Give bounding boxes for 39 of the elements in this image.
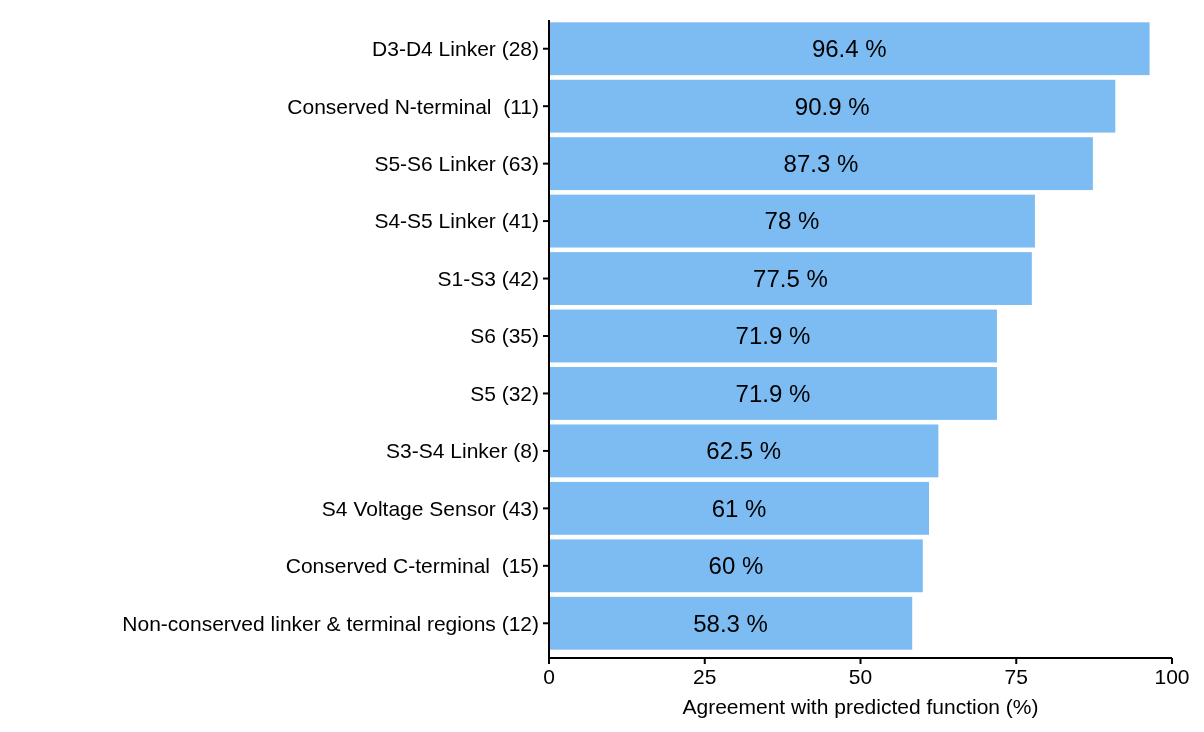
x-tick-label: 25 xyxy=(693,665,717,688)
x-tick-label: 0 xyxy=(543,665,555,688)
data-label: 71.9 % xyxy=(735,322,811,350)
y-tick-label: S5 (32) xyxy=(470,381,539,405)
x-tick-label: 100 xyxy=(1154,665,1190,688)
data-label: 90.9 % xyxy=(794,92,870,120)
y-tick-label: Non-conserved linker & terminal regions (12) xyxy=(122,611,539,635)
bar xyxy=(549,194,1035,248)
data-label: 87.3 % xyxy=(783,150,859,178)
y-tick-label: S5-S6 Linker (63) xyxy=(374,151,539,175)
bar xyxy=(549,309,997,363)
bar xyxy=(549,137,1093,191)
x-tick-label: 75 xyxy=(1004,665,1028,688)
y-tick-label: Conserved C-terminal (15) xyxy=(285,554,539,578)
bar xyxy=(549,424,939,478)
bar xyxy=(549,22,1150,76)
data-label: 62.5 % xyxy=(706,437,782,465)
y-tick-label: S3-S4 Linker (8) xyxy=(386,439,539,463)
y-tick-label: S4-S5 Linker (41) xyxy=(374,209,539,233)
y-tick-label: D3-D4 Linker (28) xyxy=(372,37,539,61)
bar xyxy=(549,252,1032,305)
bar xyxy=(549,596,913,650)
data-label: 96.4 % xyxy=(811,35,887,63)
x-axis-title: Agreement with predicted function (%) xyxy=(682,695,1039,718)
bar xyxy=(549,539,923,593)
bar xyxy=(549,367,997,420)
data-label: 60 % xyxy=(708,552,764,580)
y-tick-label: Conserved N-terminal (11) xyxy=(287,94,539,118)
data-label: 61 % xyxy=(711,494,767,522)
y-tick-label: S1-S3 (42) xyxy=(437,266,539,290)
data-label: 78 % xyxy=(764,207,820,235)
y-tick-label: S4 Voltage Sensor (43) xyxy=(321,496,539,520)
x-tick-label: 50 xyxy=(848,665,873,688)
y-tick-label: S6 (35) xyxy=(470,324,539,348)
data-label: 71.9 % xyxy=(735,379,811,407)
bar xyxy=(549,481,930,535)
data-label: 58.3 % xyxy=(693,609,768,637)
bar xyxy=(549,79,1116,133)
data-label: 77.5 % xyxy=(753,264,828,292)
